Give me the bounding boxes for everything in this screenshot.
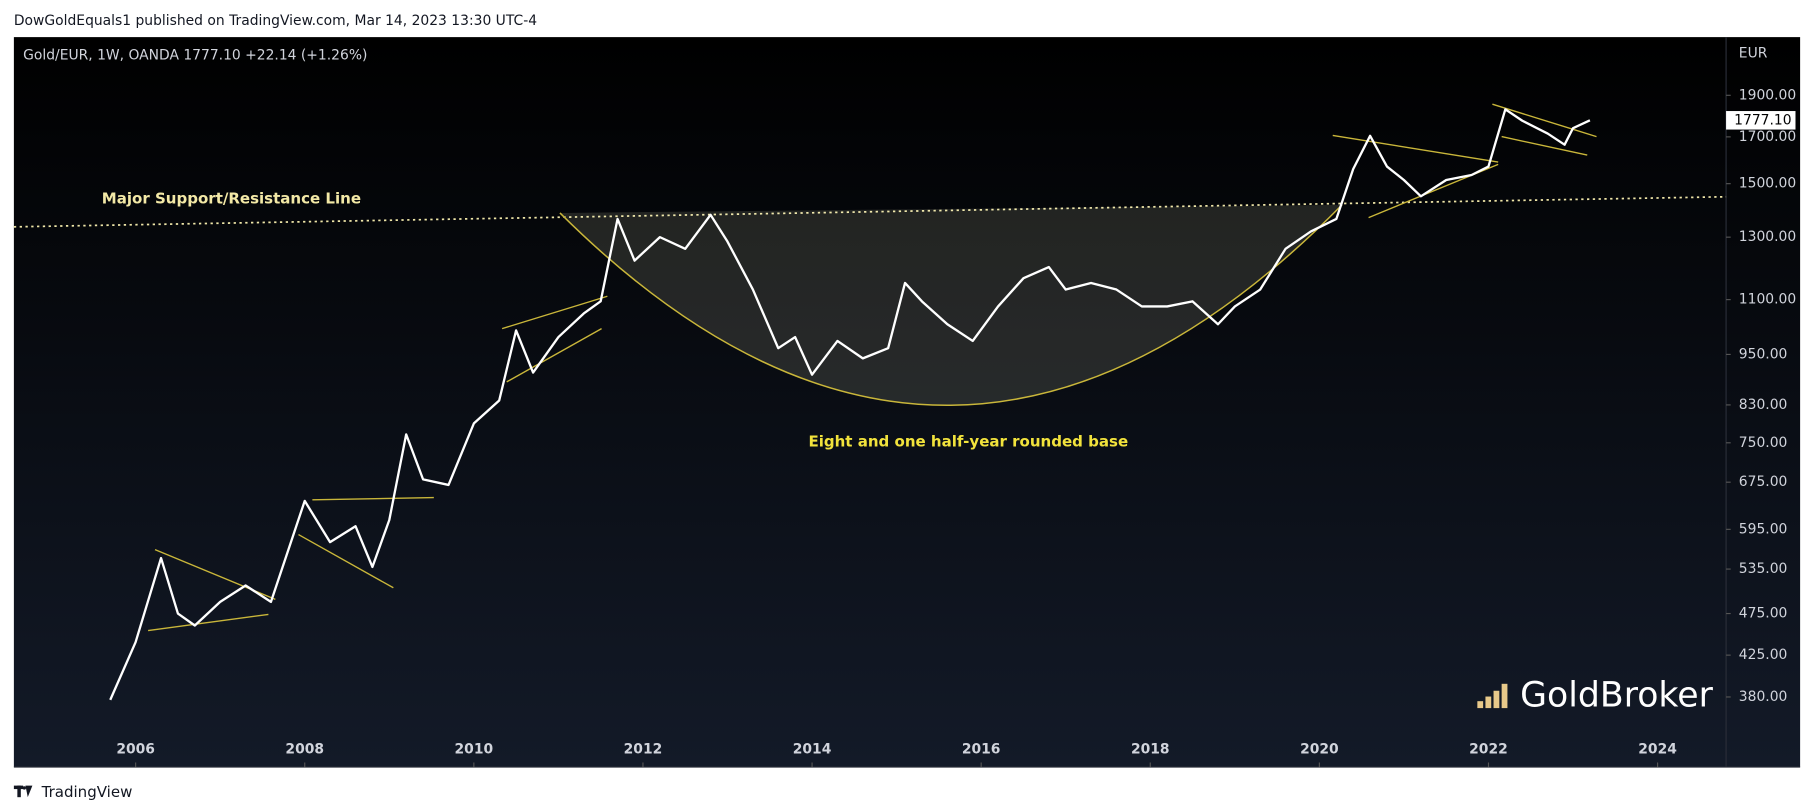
x-tick-label: 2014 — [793, 742, 832, 758]
x-tick-label: 2018 — [1131, 742, 1170, 758]
chart-title: Gold/EUR, 1W, OANDA 1777.10 +22.14 (+1.2… — [23, 48, 367, 64]
price-line — [109, 108, 1591, 701]
trendline — [501, 295, 608, 330]
y-axis-label: EUR — [1739, 45, 1768, 61]
rounded-base-fill — [559, 204, 1342, 406]
y-tick-label: 1700.00 — [1739, 129, 1796, 145]
x-tick-label: 2008 — [285, 742, 324, 758]
trendlines — [147, 103, 1597, 632]
chart-panel — [13, 37, 1801, 768]
y-tick-label: 675.00 — [1739, 474, 1788, 490]
y-tick-label: 380.00 — [1739, 689, 1788, 705]
x-tick-label: 2016 — [962, 742, 1001, 758]
y-tick-label: 1500.00 — [1739, 176, 1796, 192]
publisher-header: DowGoldEquals1 published on TradingView.… — [14, 13, 537, 29]
y-tick-label: 475.00 — [1739, 606, 1788, 622]
rounded-base-curve — [559, 204, 1343, 407]
x-tick-label: 2020 — [1300, 742, 1339, 758]
y-tick-label: 1100.00 — [1739, 292, 1796, 308]
y-tick-label: 535.00 — [1739, 561, 1788, 577]
trendline — [1492, 103, 1597, 138]
x-tick-label: 2024 — [1638, 742, 1677, 758]
annotation: Eight and one half-year rounded base — [808, 433, 1128, 451]
y-tick-label: 1900.00 — [1739, 87, 1796, 103]
watermark-logo — [1477, 683, 1508, 709]
trendline — [1501, 135, 1588, 156]
y-tick-label: 425.00 — [1739, 647, 1788, 663]
trendline — [147, 613, 269, 632]
y-tick-label: 830.00 — [1739, 397, 1788, 413]
footer-logo — [13, 785, 33, 798]
y-tick-label: 1300.00 — [1739, 229, 1796, 245]
trendline — [506, 328, 602, 383]
y-tick-label: 595.00 — [1739, 521, 1788, 537]
x-tick-label: 2010 — [455, 742, 494, 758]
watermark: GoldBroker — [1520, 676, 1713, 716]
last-price-label: 1777.10 — [1734, 112, 1791, 128]
x-tick-label: 2006 — [116, 742, 155, 758]
last-price-box — [1726, 111, 1796, 130]
x-tick-label: 2012 — [624, 742, 663, 758]
annotation: Major Support/Resistance Line — [102, 190, 361, 208]
support-line — [13, 195, 1727, 228]
trendline — [298, 533, 394, 589]
trendline — [1332, 134, 1499, 163]
x-tick-label: 2022 — [1469, 742, 1508, 758]
footer: TradingView — [41, 783, 133, 801]
y-tick-label: 950.00 — [1739, 346, 1788, 362]
y-tick-label: 750.00 — [1739, 435, 1788, 451]
trendline — [312, 496, 434, 501]
